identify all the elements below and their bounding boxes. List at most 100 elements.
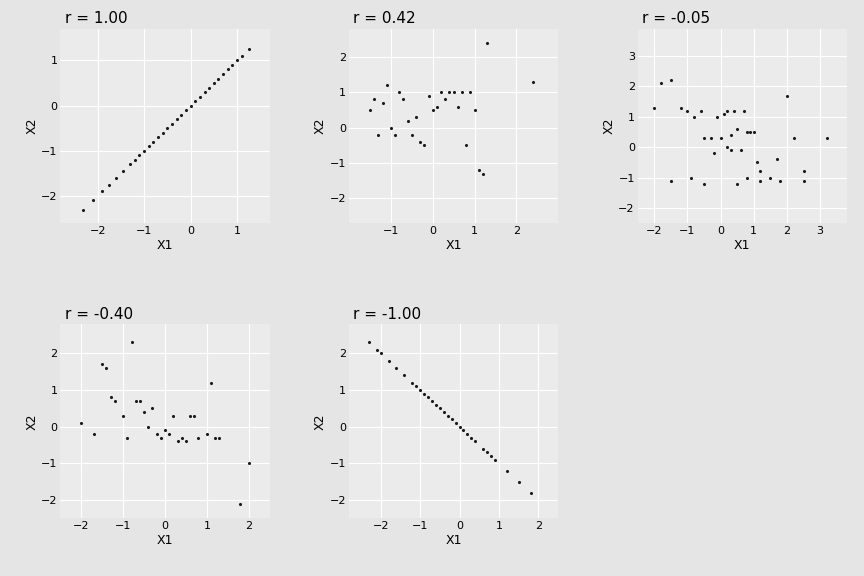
Point [787,134,801,143]
Point [117,411,130,420]
Point [448,419,462,428]
Point [740,173,754,182]
Point [133,396,147,406]
Point [142,142,156,151]
Point [145,404,159,413]
Point [132,151,146,160]
Point [413,137,427,146]
X-axis label: X1: X1 [445,238,462,252]
Point [162,430,176,439]
Point [212,74,226,83]
Point [753,176,767,185]
Point [179,437,193,446]
Point [188,97,202,106]
Point [202,83,216,92]
Point [87,430,101,439]
Point [697,134,711,143]
Point [363,105,377,115]
Point [151,132,165,142]
Point [390,363,403,373]
Point [460,141,473,150]
Point [425,396,439,406]
Point [687,112,701,122]
Point [233,499,247,509]
Point [697,179,711,188]
Point [441,411,454,420]
Point [156,128,169,137]
Point [472,165,486,175]
Point [392,88,406,97]
Point [102,180,116,190]
Point [455,88,469,97]
Point [384,123,397,132]
Point [147,137,161,146]
Point [721,106,734,115]
Point [108,396,122,406]
Point [417,389,431,399]
Point [213,433,226,442]
Point [820,134,834,143]
Point [128,155,142,164]
Point [154,433,168,442]
Point [117,166,130,176]
Point [438,95,452,104]
Point [221,65,235,74]
Point [183,411,197,420]
Point [405,130,419,139]
Point [746,127,760,137]
Point [382,356,396,365]
Point [158,426,172,435]
Point [465,433,479,442]
Point [721,143,734,152]
Text: r = -0.05: r = -0.05 [642,12,710,26]
Text: r = -0.40: r = -0.40 [65,306,133,321]
Point [372,130,385,139]
Point [86,196,100,205]
Point [124,160,137,169]
Point [654,79,668,88]
Point [476,444,490,453]
Point [206,78,220,88]
Point [184,101,198,110]
Point [124,338,138,347]
Point [95,360,109,369]
Point [480,39,494,48]
Y-axis label: X2: X2 [602,118,615,134]
Point [422,92,435,101]
Point [76,206,90,215]
Point [433,404,447,413]
Point [165,119,179,128]
Point [370,345,384,354]
Point [451,102,465,111]
Point [753,167,767,176]
Point [429,400,442,410]
Point [74,419,88,428]
Point [717,109,731,119]
Point [417,141,431,150]
Point [175,433,188,442]
X-axis label: X1: X1 [156,534,174,547]
Point [447,88,461,97]
Point [413,385,427,395]
Point [235,51,249,60]
Point [216,69,230,78]
Point [511,477,525,486]
Point [149,430,163,439]
Point [456,426,470,435]
Point [727,106,740,115]
Point [226,60,239,70]
Point [99,363,113,373]
Y-axis label: X2: X2 [314,118,327,134]
Point [526,77,540,86]
Point [707,149,721,158]
X-axis label: X1: X1 [156,238,174,252]
Text: r = -1.00: r = -1.00 [353,306,422,321]
Point [187,411,201,420]
Point [410,382,423,391]
Point [193,92,206,101]
Point [664,176,677,185]
Point [204,378,218,388]
Point [714,134,727,143]
Point [524,488,537,497]
Point [484,452,498,461]
